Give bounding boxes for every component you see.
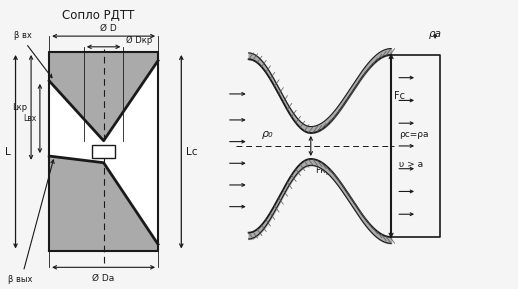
Text: Lвх: Lвх — [23, 114, 37, 123]
Text: Fкр: Fкр — [315, 166, 332, 175]
Text: β вых: β вых — [8, 275, 33, 284]
Text: Lc: Lc — [186, 147, 198, 157]
Bar — [92, 145, 115, 158]
Text: ρс=ρа: ρс=ρа — [399, 130, 428, 139]
Polygon shape — [49, 52, 158, 251]
Text: ρ₀: ρ₀ — [262, 129, 273, 139]
Text: Fс: Fс — [394, 91, 405, 101]
Text: Lкр: Lкр — [12, 103, 27, 112]
Text: L: L — [5, 147, 10, 157]
Text: Ø Dкр: Ø Dкр — [126, 36, 152, 45]
Text: Ø D: Ø D — [100, 24, 117, 33]
Text: β вх: β вх — [15, 32, 32, 40]
Text: υ > a: υ > a — [399, 160, 423, 169]
Text: Сопло РДТТ: Сопло РДТТ — [62, 9, 135, 22]
Text: Ø Da: Ø Da — [93, 274, 114, 283]
Text: ρа: ρа — [428, 29, 442, 39]
Polygon shape — [49, 61, 158, 244]
